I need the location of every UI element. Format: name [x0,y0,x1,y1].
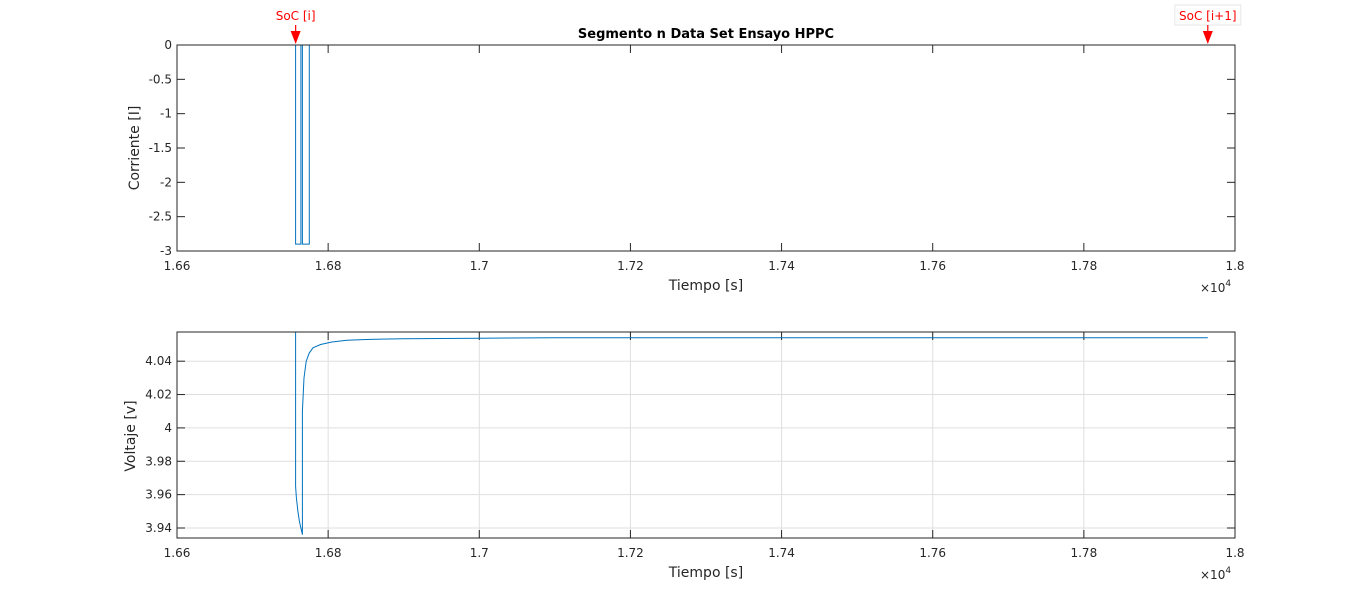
voltage-grid [176,332,1236,538]
y-tick-label: -2 [160,175,172,189]
current-subplot: 1.66 1.68 1.7 1.72 1.74 1.76 1.78 1.8 0 -0.5 -1 -1.… [127,4,1245,295]
x-tick-label: 1.72 [617,259,644,273]
voltage-axes-box [176,331,1236,539]
y-tick-label: 3.96 [145,488,172,502]
annotation-label: SoC [i+1] [1179,9,1237,23]
annotation-arrow-head [290,31,301,44]
x-tick-label: 1.7 [470,259,489,273]
x-tick-label: 1.66 [164,259,191,273]
soc-i-plus-1-annotation: SoC [i+1] [1174,4,1242,44]
x-tick-label: 1.78 [1070,259,1097,273]
voltage-ticks: 1.66 1.68 1.7 1.72 1.74 1.76 1.78 1.8 4.04 4.02 4 3… [145,332,1245,560]
current-axes-area [177,45,1235,251]
y-tick-label: -3 [160,244,172,258]
x-tick-label: 1.8 [1225,259,1244,273]
voltage-axes-area [177,332,1235,538]
x-tick-label: 1.78 [1070,546,1097,560]
x-tick-label: 1.76 [919,546,946,560]
annotation-label: SoC [i] [276,9,316,23]
current-annotations: SoC [i] SoC [i+1] [276,4,1242,44]
voltage-series-line [226,331,1208,535]
annotation-arrow-head [1202,31,1213,44]
y-tick-label: 4.02 [145,388,172,402]
current-ticks: 1.66 1.68 1.7 1.72 1.74 1.76 1.78 1.8 0 -0.5 -1 -1.… [149,38,1245,273]
x-tick-label: 1.74 [768,546,795,560]
y-tick-label: 0 [164,38,172,52]
x-tick-label: 1.8 [1225,546,1244,560]
y-tick-label: 4.04 [145,354,172,368]
y-tick-label: -1.5 [149,141,172,155]
current-x-multiplier: ×104 [1200,279,1231,295]
soc-i-annotation: SoC [i] [276,9,316,44]
current-axes-box [176,44,1236,252]
voltage-x-multiplier: ×104 [1200,566,1231,582]
current-chart-title: Segmento n Data Set Ensayo HPPC [578,27,834,42]
x-tick-label: 1.74 [768,259,795,273]
x-tick-label: 1.76 [919,259,946,273]
x-tick-label: 1.68 [315,546,342,560]
current-y-axis-label: Corriente [I] [127,106,143,191]
x-tick-label: 1.7 [470,546,489,560]
y-tick-label: 3.94 [145,521,172,535]
y-tick-label: -2.5 [149,210,172,224]
y-tick-label: -0.5 [149,72,172,86]
current-x-axis-label: Tiempo [s] [668,278,743,294]
voltage-subplot: 1.66 1.68 1.7 1.72 1.74 1.76 1.78 1.8 4.04 4.02 4 3… [123,331,1245,582]
x-tick-label: 1.72 [617,546,644,560]
y-tick-label: 3.98 [145,454,172,468]
voltage-x-axis-label: Tiempo [s] [668,565,743,581]
x-tick-label: 1.68 [315,259,342,273]
x-tick-label: 1.66 [164,546,191,560]
voltage-y-axis-label: Voltaje [v] [123,400,139,471]
y-tick-label: 4 [164,421,172,435]
y-tick-label: -1 [160,107,172,121]
